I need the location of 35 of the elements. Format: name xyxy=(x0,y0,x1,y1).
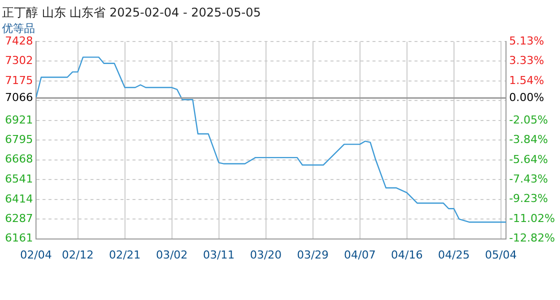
x-tick-label: 02/04 xyxy=(20,248,52,262)
y2-tick-label: 1.54% xyxy=(509,74,544,87)
y-tick-label: 6795 xyxy=(4,132,33,146)
x-tick-label: 02/21 xyxy=(108,248,141,262)
x-tick-label: 05/04 xyxy=(485,248,517,262)
y-tick-label: 7175 xyxy=(4,74,33,87)
y2-tick-label: -2.05% xyxy=(509,113,548,126)
chart-title: 正丁醇 山东 山东省 2025-02-04 - 2025-05-05 xyxy=(2,5,261,20)
y2-tick-label: 3.33% xyxy=(509,54,544,68)
chart-subtitle: 优等品 xyxy=(2,22,35,35)
y2-tick-label: 0.00% xyxy=(509,90,544,104)
x-tick-label: 04/16 xyxy=(390,248,423,262)
y2-tick-label: -9.23% xyxy=(509,192,548,206)
x-tick-label: 02/12 xyxy=(62,248,94,262)
y-tick-label: 7066 xyxy=(4,90,33,104)
y2-tick-label: -5.64% xyxy=(509,152,548,166)
y2-tick-label: -3.84% xyxy=(509,133,548,146)
y2-tick-label: -7.43% xyxy=(509,172,548,186)
y-tick-label: 6287 xyxy=(4,212,33,226)
y-tick-label: 7428 xyxy=(4,34,33,48)
x-tick-label: 03/02 xyxy=(156,248,188,262)
y-tick-label: 6921 xyxy=(4,113,33,126)
x-tick-label: 03/29 xyxy=(296,248,329,262)
y2-tick-label: -12.82% xyxy=(509,232,556,245)
y-tick-label: 6668 xyxy=(4,152,33,166)
y2-tick-label: -11.02% xyxy=(509,212,556,225)
y-tick-label: 7302 xyxy=(4,54,33,68)
x-tick-label: 04/25 xyxy=(438,248,470,262)
x-tick-label: 03/20 xyxy=(250,248,282,262)
y-tick-label: 6541 xyxy=(4,172,33,186)
x-tick-label: 03/11 xyxy=(202,248,235,262)
y-tick-label: 6414 xyxy=(4,192,33,206)
y2-tick-label: 5.13% xyxy=(509,34,544,48)
x-tick-label: 04/07 xyxy=(344,248,376,262)
y-tick-label: 6161 xyxy=(4,232,33,245)
